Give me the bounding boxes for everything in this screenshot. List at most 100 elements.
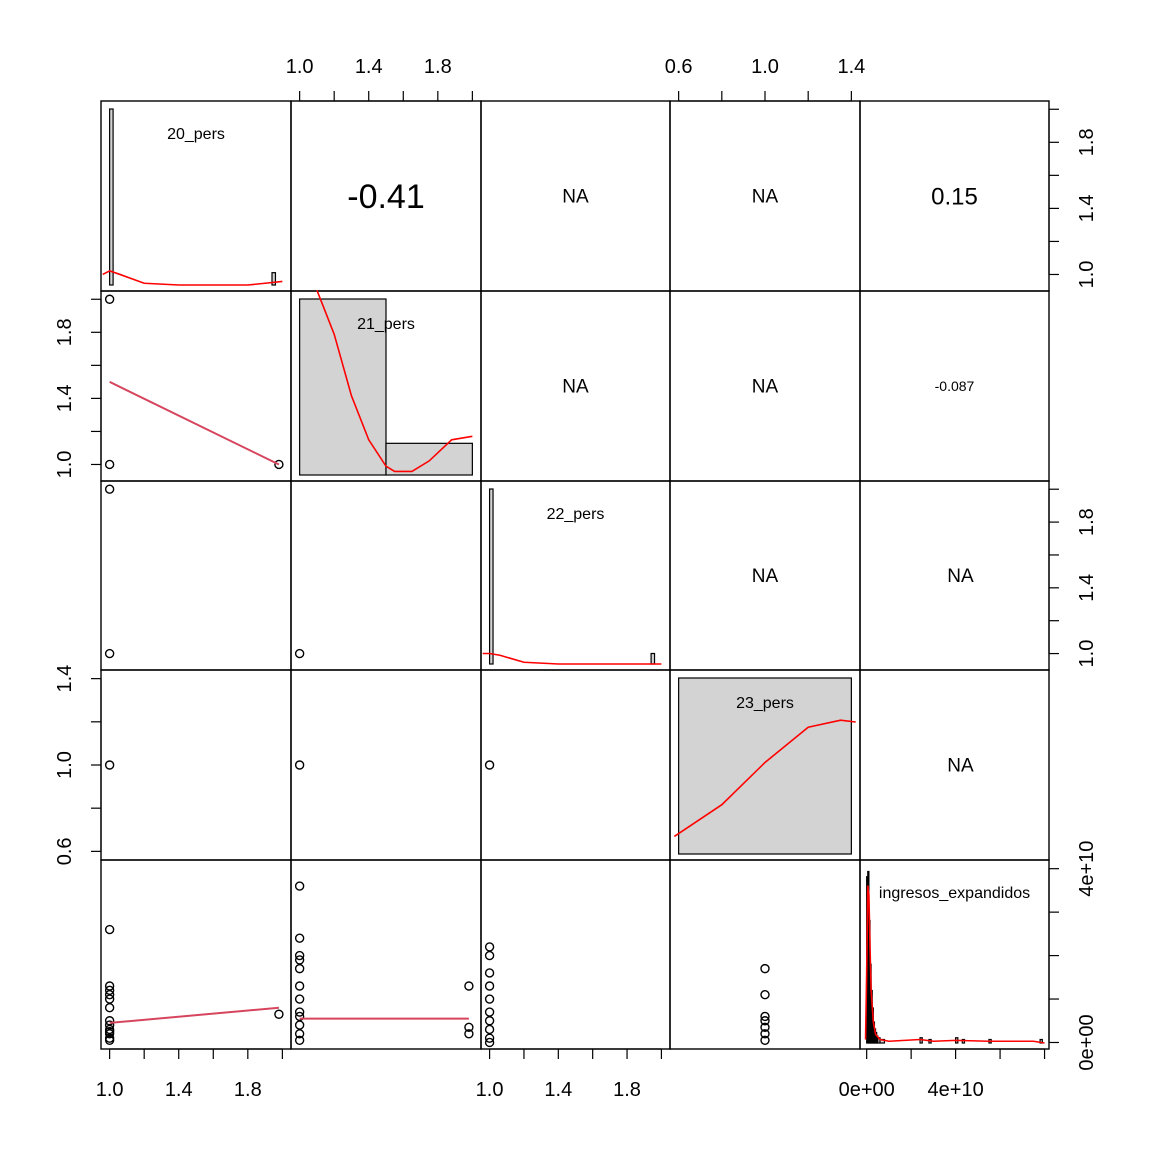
correlation-label-3-4: NA bbox=[947, 756, 974, 777]
scatter-point-x_21_y_ing-0 bbox=[294, 881, 305, 891]
density-curve-20_pers bbox=[102, 270, 283, 286]
scatter-point-x_22_y_ing-7 bbox=[484, 1024, 495, 1035]
bottom-tick-label-2-0: 1.0 bbox=[476, 1079, 504, 1101]
left-tick-label-3-0: 0.6 bbox=[54, 837, 76, 865]
top-tick-label-3-2: 1.4 bbox=[837, 56, 865, 78]
scatter-point-x_21_y_ing-5 bbox=[294, 981, 305, 991]
top-tick-label-3-1: 1.0 bbox=[751, 56, 779, 78]
left-tick-label-1-1: 1.4 bbox=[54, 384, 76, 412]
scatter-point-x_21_y_ing-12 bbox=[464, 981, 474, 991]
panel-3-1 bbox=[290, 669, 482, 861]
hist-bar-22_pers-1 bbox=[650, 652, 656, 665]
scatter-point-x_22_y_ing-3 bbox=[484, 981, 495, 991]
variable-label-21_pers: 21_pers bbox=[357, 316, 415, 333]
top-tick-label-3-0: 0.6 bbox=[665, 56, 693, 78]
scatter-point-x_20_y_ing-12 bbox=[104, 1035, 115, 1046]
density-curve-23_pers bbox=[673, 719, 856, 838]
correlation-label-0-2: NA bbox=[562, 187, 589, 208]
left-tick-label-1-0: 1.0 bbox=[54, 451, 76, 479]
right-tick-label-4-1: 4e+10 bbox=[1076, 841, 1098, 897]
fit-line-x_20_y_21 bbox=[109, 380, 280, 466]
scatter-point-x_21_y_ing-7 bbox=[294, 1007, 305, 1017]
bottom-tick-label-2-1: 1.4 bbox=[544, 1079, 572, 1101]
bottom-tick-label-0-0: 1.0 bbox=[96, 1079, 124, 1101]
correlation-label-0-3: NA bbox=[752, 187, 779, 208]
scatter-point-x_23_y_ing-6 bbox=[760, 1035, 770, 1046]
scatter-point-x_20_y_ing-10 bbox=[104, 1029, 115, 1039]
hist-bar-23_pers-0 bbox=[678, 677, 852, 855]
scatter-point-x_22_y_ing-2 bbox=[484, 968, 495, 978]
right-tick-label-0-1: 1.4 bbox=[1076, 194, 1098, 222]
scatter-point-x_20_y_22-0 bbox=[104, 484, 115, 494]
scatter-point-x_21_y_ing-2 bbox=[294, 950, 305, 961]
scatter-point-x_22_y_ing-8 bbox=[484, 1033, 495, 1043]
left-tick-label-3-2: 1.4 bbox=[54, 665, 76, 693]
scatter-point-x_20_y_ing-5 bbox=[104, 1003, 115, 1013]
hist-bar-21_pers-0 bbox=[299, 298, 387, 476]
scatter-point-x_20_y_21-0 bbox=[104, 294, 115, 304]
scatter-point-x_21_y_ing-4 bbox=[294, 963, 305, 974]
bottom-tick-label-0-2: 1.8 bbox=[234, 1079, 262, 1101]
scatter-point-x_22_y_ing-1 bbox=[484, 950, 495, 961]
bottom-tick-label-4-1: 4e+10 bbox=[928, 1079, 984, 1101]
panel-2-0 bbox=[100, 480, 292, 671]
scatter-point-x_21_y_ing-13 bbox=[464, 1022, 474, 1032]
scatter-point-x_21_y_23-0 bbox=[294, 760, 305, 770]
density-curve-21_pers bbox=[316, 289, 473, 473]
right-tick-label-0-0: 1.0 bbox=[1076, 261, 1098, 289]
variable-label-ingresos_expandidos: ingresos_expandidos bbox=[879, 885, 1030, 902]
scatter-point-x_20_y_ing-3 bbox=[104, 989, 115, 1000]
variable-label-20_pers: 20_pers bbox=[167, 126, 225, 143]
correlation-label-0-4: 0.15 bbox=[931, 183, 978, 210]
panel-1-0 bbox=[100, 290, 292, 482]
right-tick-label-2-2: 1.8 bbox=[1076, 508, 1098, 536]
panel-3-2 bbox=[480, 669, 671, 861]
scatter-point-x_23_y_ing-1 bbox=[760, 989, 770, 1000]
top-tick-label-1-1: 1.4 bbox=[355, 56, 383, 78]
panel-3-0 bbox=[100, 669, 292, 861]
scatter-point-x_20_y_22-1 bbox=[104, 648, 115, 659]
top-tick-label-1-0: 1.0 bbox=[286, 56, 314, 78]
scatter-point-x_23_y_ing-4 bbox=[760, 1022, 770, 1032]
density-curve-22_pers bbox=[482, 652, 662, 665]
hist-bar-22_pers-0 bbox=[488, 488, 494, 665]
correlation-label-1-2: NA bbox=[562, 377, 589, 398]
scatter-point-x_22_y_23-0 bbox=[484, 760, 495, 770]
scatter-point-x_23_y_ing-0 bbox=[760, 963, 770, 974]
hist-bar-21_pers-1 bbox=[385, 442, 473, 476]
left-tick-label-3-1: 1.0 bbox=[54, 751, 76, 779]
variable-label-23_pers: 23_pers bbox=[736, 695, 794, 712]
bottom-tick-label-2-2: 1.8 bbox=[613, 1079, 641, 1101]
panel-4-1 bbox=[290, 859, 482, 1050]
correlation-label-1-4: -0.087 bbox=[935, 378, 975, 394]
variable-label-22_pers: 22_pers bbox=[547, 506, 605, 523]
scatter-point-x_22_y_ing-5 bbox=[484, 1007, 495, 1017]
scatter-point-x_20_y_ing-13 bbox=[274, 1009, 284, 1019]
panel-4-2 bbox=[480, 859, 671, 1050]
scatter-point-x_22_y_ing-6 bbox=[484, 1016, 495, 1026]
left-tick-label-1-2: 1.8 bbox=[54, 318, 76, 346]
correlation-label-2-3: NA bbox=[752, 566, 779, 587]
hist-bar-20_pers-0 bbox=[109, 108, 114, 286]
scatter-point-x_20_y_21-1 bbox=[104, 459, 115, 470]
scatter-point-x_21_y_ing-14 bbox=[464, 1029, 474, 1039]
scatter-point-x_22_y_ing-4 bbox=[484, 994, 495, 1004]
scatter-point-x_22_y_ing-9 bbox=[484, 1037, 495, 1048]
right-tick-label-4-0: 0e+00 bbox=[1076, 1014, 1098, 1070]
right-tick-label-0-2: 1.8 bbox=[1076, 128, 1098, 156]
panel-2-1 bbox=[290, 480, 482, 671]
scatter-point-x_20_y_23-0 bbox=[104, 760, 115, 770]
scatter-point-x_20_y_ing-0 bbox=[104, 924, 115, 935]
density-curve-ingresos_expandidos bbox=[864, 885, 1045, 1044]
top-tick-label-1-2: 1.8 bbox=[424, 56, 452, 78]
scatter-point-x_20_y_21-2 bbox=[274, 459, 284, 470]
scatter-point-x_23_y_ing-5 bbox=[760, 1029, 770, 1039]
hist-bar-20_pers-1 bbox=[271, 272, 277, 286]
scatter-point-x_21_y_ing-10 bbox=[294, 1029, 305, 1039]
scatter-point-x_21_y_ing-1 bbox=[294, 933, 305, 943]
scatter-point-x_21_y_ing-9 bbox=[294, 1020, 305, 1030]
correlation-label-0-1: -0.41 bbox=[347, 178, 425, 216]
correlation-label-1-3: NA bbox=[752, 377, 779, 398]
correlation-label-2-4: NA bbox=[947, 566, 974, 587]
